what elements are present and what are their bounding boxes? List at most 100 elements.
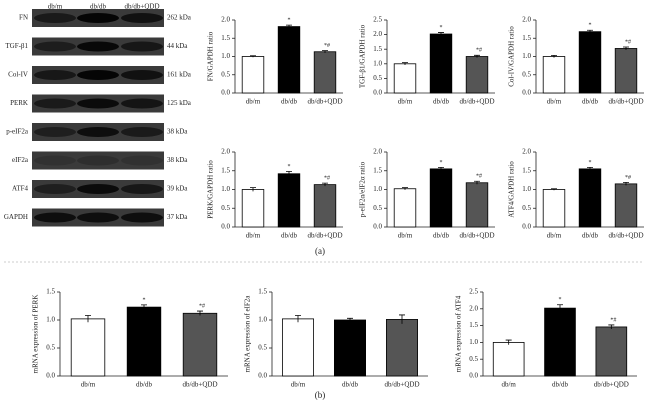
y-tick-label: 0.0 — [469, 372, 478, 380]
size-label: 44 kDa — [167, 42, 188, 50]
size-label: 37 kDa — [167, 213, 188, 221]
x-tick-label: db/db — [281, 232, 297, 240]
blot-band — [121, 41, 163, 52]
y-tick-label: 0.5 — [522, 204, 531, 212]
error-bar — [322, 182, 328, 187]
blot-band — [121, 127, 163, 137]
y-tick-label: 0.0 — [373, 89, 382, 97]
blot-band — [34, 70, 76, 80]
error-bar — [286, 24, 292, 29]
blot-band — [77, 13, 119, 23]
blot-band — [121, 155, 163, 166]
error-bar — [250, 187, 256, 192]
size-label: 38 kDa — [167, 128, 188, 136]
protein-label: ATF4 — [12, 185, 28, 193]
y-tick-label: 0.5 — [221, 70, 230, 78]
y-axis-label: PERK/GAPDH ratio — [207, 160, 215, 219]
y-tick-label: 0.5 — [373, 74, 382, 82]
x-tick-label: db/m — [81, 381, 96, 389]
error-bar — [402, 187, 408, 190]
blot-band — [121, 70, 163, 80]
x-tick-label: db/m — [398, 232, 413, 240]
x-tick-label: db/db — [136, 381, 152, 389]
significance-label: * — [440, 160, 443, 166]
y-tick-label: 0.0 — [373, 223, 382, 231]
y-tick-label: 1.5 — [221, 34, 230, 42]
blot-band — [34, 184, 76, 194]
x-tick-label: db/db — [342, 381, 358, 389]
bar — [544, 307, 576, 377]
x-tick-label: db/db — [281, 98, 297, 106]
significance-label: *# — [625, 39, 631, 45]
protein-label: Col-IV — [8, 71, 28, 79]
bar — [465, 182, 489, 228]
y-tick-label: 1.5 — [522, 166, 531, 174]
bar — [614, 48, 638, 94]
y-tick-label: 1.0 — [469, 338, 478, 346]
x-tick-label: db/db+QDD — [608, 232, 643, 240]
size-label: 161 kDa — [167, 71, 192, 79]
x-tick-label: db/db — [433, 232, 449, 240]
x-tick-label: db/db+QDD — [384, 381, 419, 389]
y-tick-label: 2.5 — [373, 16, 382, 24]
blot-band — [34, 127, 76, 137]
bar — [429, 33, 453, 94]
x-tick-label: db/db — [582, 232, 598, 240]
panel-label: (b) — [315, 390, 326, 400]
y-tick-label: 2.0 — [221, 16, 230, 24]
y-tick-label: 1.0 — [221, 185, 230, 193]
y-tick-label: 2.5 — [469, 288, 478, 296]
error-bar — [347, 317, 353, 322]
error-bar — [474, 180, 480, 185]
blot-band — [77, 155, 119, 166]
blot-band — [77, 70, 119, 80]
size-label: 125 kDa — [167, 99, 192, 107]
blot-band — [34, 155, 76, 166]
y-tick-label: 2.0 — [522, 148, 531, 156]
y-axis-label: FN/GAPDH ratio — [207, 31, 215, 81]
blot-band — [77, 184, 119, 194]
protein-label: eIF2a — [12, 156, 29, 164]
panel-label: (a) — [315, 246, 325, 256]
bar — [542, 56, 566, 94]
y-tick-label: 1.5 — [373, 45, 382, 53]
x-tick-label: db/m — [246, 232, 261, 240]
bar — [70, 318, 106, 377]
bar — [429, 168, 453, 228]
error-bar — [438, 32, 444, 36]
bar — [333, 319, 366, 377]
y-axis-label: ATF4/GAPDH ratio — [508, 161, 516, 218]
error-bar — [141, 304, 147, 310]
significance-label: *# — [476, 174, 482, 180]
size-label: 39 kDa — [167, 185, 188, 193]
protein-label: FN — [19, 14, 28, 22]
blot-strip — [32, 151, 164, 170]
y-tick-label: 0.5 — [258, 344, 267, 352]
error-bar — [587, 166, 593, 171]
y-tick-label: 0.0 — [522, 89, 531, 97]
y-tick-label: 1.5 — [373, 166, 382, 174]
significance-label: * — [589, 160, 592, 166]
x-tick-label: db/m — [547, 232, 562, 240]
blot-band — [34, 13, 76, 23]
protein-label: p-eIF2a — [6, 128, 29, 136]
significance-label: *# — [324, 43, 330, 49]
protein-label: PERK — [10, 99, 28, 107]
bar — [578, 168, 602, 228]
lane-label: db/db+QDD — [124, 3, 159, 11]
bar — [277, 173, 301, 228]
x-tick-label: db/db+QDD — [459, 98, 494, 106]
y-tick-label: 1.0 — [373, 185, 382, 193]
blot-band — [34, 41, 76, 52]
significance-label: *# — [625, 175, 631, 181]
blot-band — [34, 212, 76, 223]
size-label: 262 kDa — [167, 14, 192, 22]
y-tick-label: 2.0 — [221, 148, 230, 156]
error-bar — [295, 315, 301, 323]
y-tick-label: 2.0 — [373, 148, 382, 156]
error-bar — [438, 166, 444, 171]
y-tick-label: 0.0 — [221, 89, 230, 97]
y-axis-label: mRNA expression of PERK — [32, 295, 40, 374]
x-tick-label: db/m — [246, 98, 261, 106]
